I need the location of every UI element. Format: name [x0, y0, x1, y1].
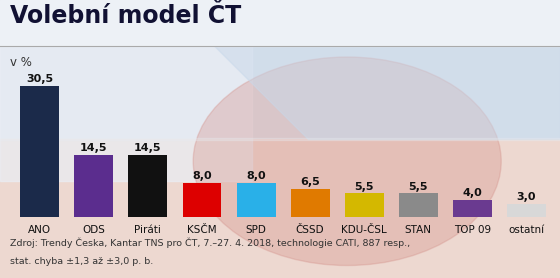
Bar: [0, 139, 560, 278]
Text: Volební model ČT: Volební model ČT: [10, 4, 241, 28]
Text: 5,5: 5,5: [408, 182, 428, 192]
Text: 8,0: 8,0: [246, 171, 266, 181]
Text: ODS: ODS: [82, 225, 105, 235]
Text: ČSSD: ČSSD: [296, 225, 324, 235]
Text: STAN: STAN: [405, 225, 432, 235]
Text: 4,0: 4,0: [463, 188, 482, 198]
Text: 14,5: 14,5: [80, 143, 108, 153]
Ellipse shape: [193, 57, 501, 265]
Bar: [183, 183, 221, 217]
Bar: [507, 204, 546, 217]
Text: 6,5: 6,5: [300, 177, 320, 187]
Bar: [399, 193, 438, 217]
Text: KSČM: KSČM: [187, 225, 217, 235]
Text: ostatní: ostatní: [508, 225, 544, 235]
Bar: [20, 86, 59, 217]
Text: 3,0: 3,0: [516, 192, 536, 202]
Text: 5,5: 5,5: [354, 182, 374, 192]
Text: v %: v %: [10, 56, 32, 69]
Bar: [0, 138, 560, 140]
Text: 8,0: 8,0: [192, 171, 212, 181]
Text: SPD: SPD: [246, 225, 267, 235]
Text: 30,5: 30,5: [26, 75, 53, 85]
Text: Piráti: Piráti: [134, 225, 161, 235]
Bar: [0, 0, 560, 46]
Text: Zdroj: Trendy Česka, Kantar TNS pro ČT, 7.–27. 4. 2018, technologie CATI, 887 re: Zdroj: Trendy Česka, Kantar TNS pro ČT, …: [10, 238, 410, 248]
Polygon shape: [0, 0, 252, 181]
Bar: [0, 0, 560, 139]
Text: TOP 09: TOP 09: [454, 225, 491, 235]
Text: stat. chyba ±1,3 až ±3,0 p. b.: stat. chyba ±1,3 až ±3,0 p. b.: [10, 257, 153, 266]
Bar: [453, 200, 492, 217]
Text: ANO: ANO: [28, 225, 52, 235]
Text: 14,5: 14,5: [134, 143, 162, 153]
Text: KDU-ČSL: KDU-ČSL: [341, 225, 387, 235]
Bar: [128, 155, 167, 217]
Bar: [291, 189, 330, 217]
Bar: [345, 193, 384, 217]
Bar: [236, 183, 276, 217]
Polygon shape: [168, 0, 560, 139]
Bar: [74, 155, 113, 217]
